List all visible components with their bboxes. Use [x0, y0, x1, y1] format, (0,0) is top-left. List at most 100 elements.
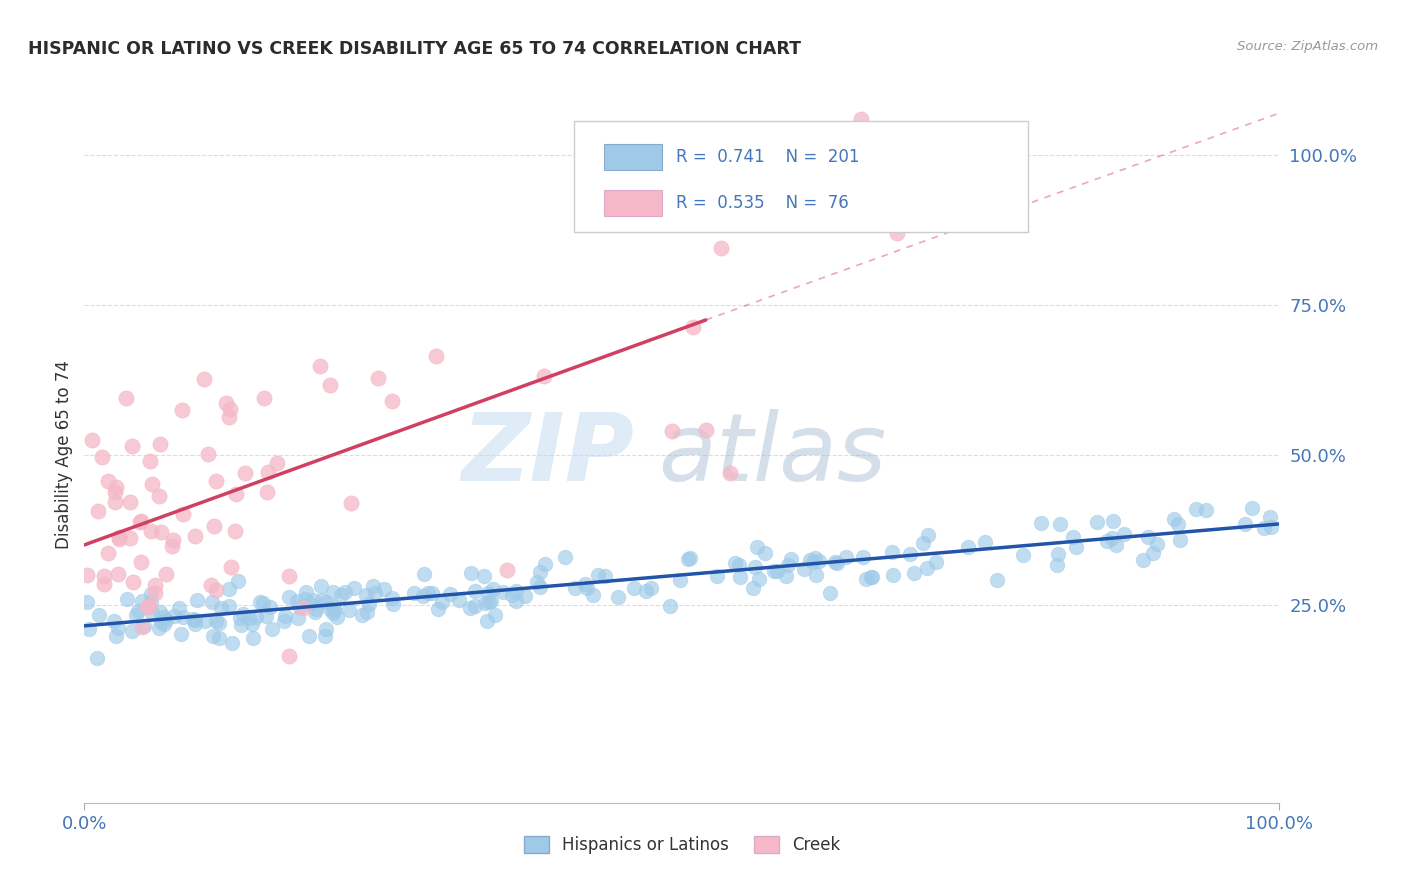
Point [679, 550, 702, 565]
Point [131, 594, 153, 608]
Point [200, 578, 222, 592]
Point [418, 585, 440, 599]
Point [426, 602, 449, 616]
Text: atlas: atlas [658, 409, 886, 500]
Point [194, 614, 217, 628]
Point [129, 515, 152, 529]
Point [1260, 520, 1282, 534]
Point [225, 487, 247, 501]
Point [775, 568, 797, 582]
Point [205, 583, 228, 598]
Point [1095, 534, 1118, 549]
Point [259, 600, 281, 615]
Point [1012, 548, 1035, 562]
Point [449, 592, 471, 607]
Point [208, 631, 231, 645]
Point [676, 552, 699, 566]
Point [381, 591, 404, 605]
Point [97, 546, 120, 560]
Point [228, 611, 250, 625]
Point [141, 587, 163, 601]
Point [1085, 516, 1108, 530]
Point [86, 651, 108, 665]
Point [1253, 521, 1275, 535]
Point [292, 600, 315, 615]
Point [97, 474, 120, 488]
Point [882, 568, 904, 582]
Point [184, 617, 207, 632]
Point [492, 585, 515, 599]
Point [1146, 537, 1168, 551]
Point [478, 595, 501, 609]
Point [266, 456, 288, 470]
Point [132, 619, 155, 633]
Point [172, 610, 194, 624]
Text: ZIP: ZIP [461, 409, 634, 501]
Point [193, 372, 215, 386]
Point [824, 555, 846, 569]
Point [107, 532, 129, 546]
Point [886, 226, 908, 240]
Point [149, 525, 172, 540]
Point [322, 585, 344, 599]
Point [1049, 517, 1071, 532]
Point [754, 546, 776, 560]
Point [776, 558, 799, 572]
Point [181, 612, 204, 626]
Point [668, 573, 690, 587]
Point [254, 609, 277, 624]
Point [381, 598, 404, 612]
Point [77, 623, 100, 637]
Point [163, 608, 186, 623]
Point [221, 636, 243, 650]
Point [311, 592, 333, 607]
Point [148, 489, 170, 503]
Point [793, 562, 815, 576]
Point [728, 558, 751, 572]
Point [107, 567, 129, 582]
Point [634, 584, 657, 599]
Point [513, 589, 536, 603]
Point [1101, 514, 1123, 528]
Point [162, 533, 184, 548]
Point [273, 614, 295, 628]
Point [115, 392, 138, 406]
Point [432, 595, 454, 609]
Point [121, 439, 143, 453]
Point [103, 614, 125, 628]
Point [129, 555, 152, 569]
Point [343, 581, 366, 595]
Point [169, 626, 191, 640]
Y-axis label: Disability Age 65 to 74: Disability Age 65 to 74 [55, 360, 73, 549]
Point [607, 591, 630, 605]
Point [298, 630, 321, 644]
Point [807, 554, 830, 568]
Point [141, 477, 163, 491]
Point [315, 622, 337, 636]
Point [748, 572, 770, 586]
Point [472, 569, 495, 583]
Point [882, 545, 904, 559]
Text: R =  0.741    N =  201: R = 0.741 N = 201 [676, 148, 859, 166]
Point [574, 576, 596, 591]
Point [169, 601, 191, 615]
Point [298, 598, 321, 612]
Point [709, 241, 731, 255]
Point [658, 599, 681, 613]
Point [238, 611, 260, 625]
Point [1062, 530, 1084, 544]
Point [501, 589, 523, 603]
Point [851, 112, 873, 126]
Point [252, 596, 274, 610]
Point [104, 494, 127, 508]
Point [790, 78, 813, 93]
Point [197, 446, 219, 460]
Point [322, 603, 344, 617]
Point [218, 409, 240, 424]
Point [1137, 530, 1160, 544]
Point [350, 608, 373, 623]
Point [862, 570, 884, 584]
Point [294, 591, 316, 606]
Point [529, 565, 551, 579]
Point [274, 608, 297, 623]
